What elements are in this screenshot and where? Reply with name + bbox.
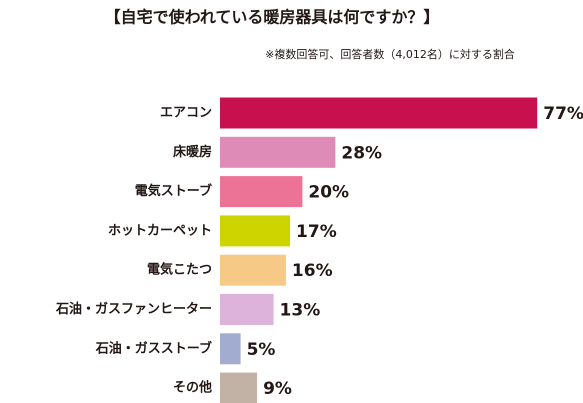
bar	[220, 372, 258, 403]
value-label: 28%	[341, 143, 382, 163]
value-label: 17%	[296, 222, 337, 242]
y-tick-label: エアコン	[160, 106, 212, 121]
bar	[220, 136, 336, 168]
bar	[220, 176, 303, 208]
value-label: 77%	[543, 104, 583, 124]
y-tick-label: ホットカーペット	[108, 223, 212, 238]
y-tick-label: 石油・ガスファンヒーター	[55, 301, 212, 317]
value-label: 13%	[280, 301, 321, 321]
chart-title: 【自宅で使われている暖房器具は何ですか？】	[105, 8, 440, 27]
y-tick-label: その他	[173, 380, 212, 396]
bar	[220, 294, 274, 325]
y-tick-label: 床暖房	[173, 144, 212, 160]
value-label: 20%	[308, 183, 349, 203]
value-label: 5%	[247, 340, 276, 360]
chart-subtitle: ※複数回答可、回答者数（4,012名）に対する割合	[265, 47, 515, 61]
y-tick-label: 石油・ガスストーブ	[95, 340, 212, 356]
bar	[220, 97, 538, 129]
value-label: 9%	[263, 379, 292, 399]
bar	[220, 215, 291, 247]
y-tick-label: 電気ストーブ	[135, 183, 212, 199]
bar	[220, 333, 241, 365]
value-label: 16%	[292, 261, 333, 281]
y-tick-label: 電気こたつ	[147, 262, 212, 278]
bar	[220, 254, 286, 286]
